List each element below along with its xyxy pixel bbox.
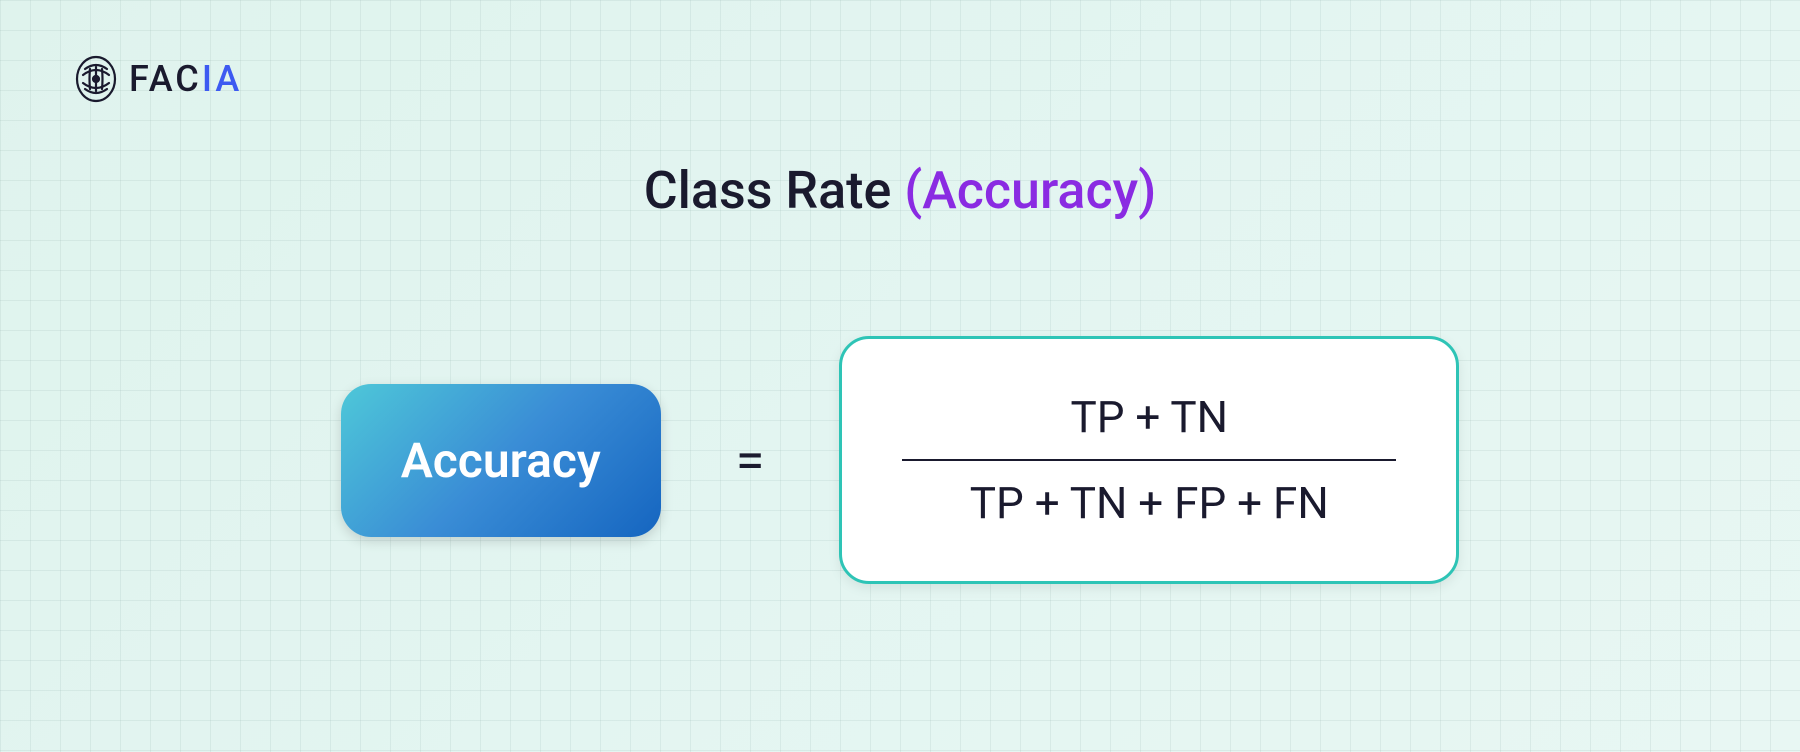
brand-text-accent: IA bbox=[202, 58, 242, 100]
equals-sign: = bbox=[736, 430, 765, 491]
brand-logo: FACIA bbox=[75, 55, 242, 103]
fraction-numerator: TP + TN bbox=[1070, 379, 1228, 455]
title-main-text: Class Rate bbox=[644, 160, 905, 221]
accuracy-badge: Accuracy bbox=[341, 384, 661, 537]
page-title: Class Rate (Accuracy) bbox=[644, 160, 1157, 221]
main-content: Class Rate (Accuracy) Accuracy = TP + TN… bbox=[0, 160, 1800, 584]
brand-wordmark: FACIA bbox=[129, 58, 242, 100]
fraction-line bbox=[902, 459, 1396, 461]
title-accent-text: (Accuracy) bbox=[904, 160, 1156, 221]
fingerprint-icon bbox=[75, 55, 117, 103]
brand-text-dark: FAC bbox=[129, 58, 202, 100]
formula-row: Accuracy = TP + TN TP + TN + FP + FN bbox=[341, 336, 1460, 584]
fraction-box: TP + TN TP + TN + FP + FN bbox=[839, 336, 1459, 584]
fraction-denominator: TP + TN + FP + FN bbox=[970, 465, 1329, 541]
